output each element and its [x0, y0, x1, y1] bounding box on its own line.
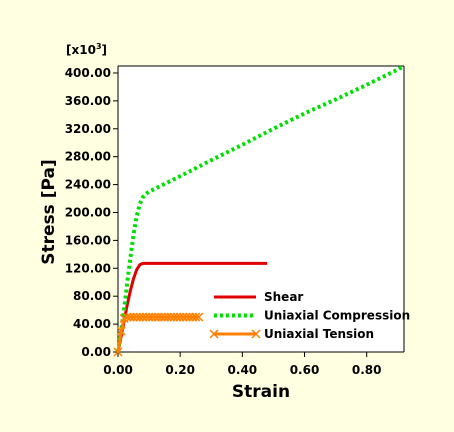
y-tick-label: 80.00: [73, 289, 111, 303]
x-tick-label: 0.40: [228, 363, 258, 377]
y-tick-label: 360.00: [65, 94, 111, 108]
y-axis-multiplier: [x103]: [66, 42, 107, 57]
x-tick-label: 0.60: [290, 363, 320, 377]
y-axis: 0.00 40.00 80.00 120.00 160.00 200.00 240.00 28…: [65, 66, 118, 359]
plot-area: [117, 65, 405, 353]
y-tick-label: 120.00: [65, 261, 111, 275]
legend-label: Shear: [264, 290, 303, 304]
series-point: [113, 347, 123, 357]
y-tick-label: 40.00: [73, 317, 111, 331]
legend-marker: [209, 329, 219, 339]
series-layer: [113, 64, 405, 357]
y-tick-label: 0.00: [81, 345, 111, 359]
legend-label: Uniaxial Tension: [264, 327, 374, 341]
series-point: [194, 312, 204, 322]
legend: Shear Uniaxial Compression Uniaxial Tensio…: [209, 290, 410, 341]
y-tick-label: 320.00: [65, 122, 111, 136]
legend-marker: [251, 329, 261, 339]
series-point: [116, 326, 126, 336]
y-tick-label: 200.00: [65, 205, 111, 219]
series-uniaxial-compression: [116, 64, 405, 353]
plot-background: [118, 66, 404, 352]
y-tick-label: 160.00: [65, 233, 111, 247]
x-tick-label: 0.80: [352, 363, 382, 377]
y-tick-label: 400.00: [65, 66, 111, 80]
legend-label: Uniaxial Compression: [264, 309, 410, 323]
series-uniaxial-tension: [113, 312, 204, 357]
x-axis: 0.00 0.20 0.40 0.60 0.80: [103, 352, 382, 377]
x-tick-label: 0.20: [165, 363, 195, 377]
y-tick-label: 240.00: [65, 178, 111, 192]
y-tick-label: 280.00: [65, 150, 111, 164]
x-axis-title: Strain: [232, 382, 290, 402]
x-tick-label: 0.00: [103, 363, 133, 377]
series-line: [116, 64, 405, 353]
series-point: [191, 312, 201, 322]
y-axis-title: Stress [Pa]: [39, 159, 59, 264]
